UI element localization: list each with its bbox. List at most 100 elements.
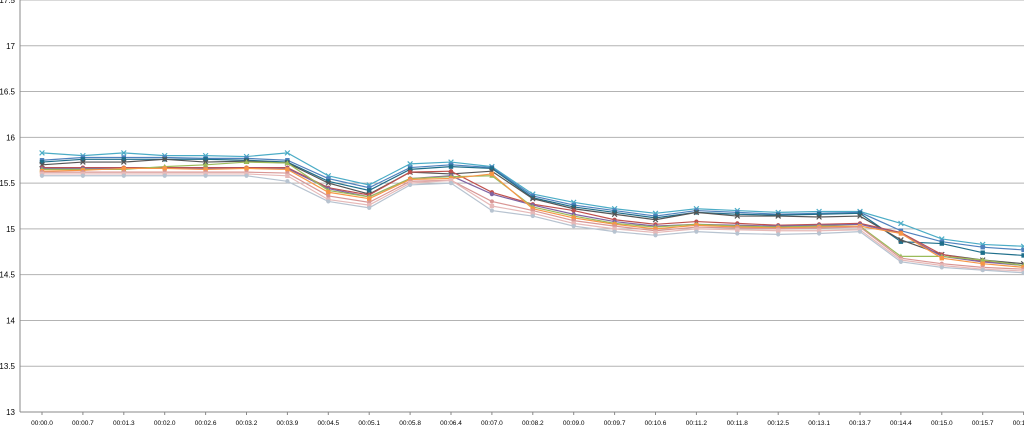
data-point <box>980 257 986 263</box>
data-point <box>448 169 454 174</box>
data-point <box>857 211 863 216</box>
data-point <box>120 150 127 156</box>
data-point <box>284 150 291 156</box>
x-tick-label: 00:15.7 <box>972 420 994 427</box>
x-tick-label: 00:05.8 <box>399 420 421 427</box>
data-point <box>162 173 167 178</box>
data-point <box>694 229 699 234</box>
data-point <box>735 212 740 217</box>
data-point <box>571 215 576 221</box>
data-point <box>898 237 904 243</box>
data-point <box>285 173 290 178</box>
x-tick-label: 00:06.4 <box>440 420 462 427</box>
data-point <box>489 199 494 204</box>
data-point <box>489 171 495 177</box>
y-tick-label: 13 <box>6 408 15 417</box>
data-point <box>448 178 454 183</box>
data-point <box>776 232 781 237</box>
x-tick-labels: 00:00.0 00:00.7 00:01.3 00:02.0 00:02.6 00:03… <box>31 420 1024 427</box>
data-point <box>326 176 331 181</box>
data-point <box>243 159 250 165</box>
y-tick-label: 17.5 <box>0 0 16 5</box>
x-tick-label: 00:00.7 <box>72 420 94 427</box>
data-point <box>367 185 372 190</box>
x-tick-label: 00:02.6 <box>195 420 217 427</box>
y-tick-label: 16.5 <box>0 88 16 97</box>
data-point <box>39 159 45 165</box>
data-point <box>203 162 209 167</box>
series-line <box>42 173 1024 272</box>
data-point <box>244 166 249 171</box>
data-point <box>448 164 454 169</box>
x-tick-label: 00:03.2 <box>236 420 258 427</box>
x-tick-label: 00:00.0 <box>31 420 53 427</box>
data-point <box>1021 270 1024 275</box>
data-point <box>408 170 413 175</box>
data-point <box>161 156 168 163</box>
data-point <box>530 211 535 216</box>
data-point <box>408 182 413 188</box>
data-point <box>367 196 372 201</box>
y-tick-label: 17 <box>6 42 15 51</box>
data-point <box>529 195 536 202</box>
data-point <box>980 267 985 273</box>
x-tick-label: 00:09.0 <box>563 420 585 427</box>
data-point <box>980 245 985 250</box>
data-point <box>326 190 331 195</box>
data-point <box>39 173 45 178</box>
data-point <box>326 193 331 199</box>
x-tick-label: 00:04.5 <box>317 420 339 427</box>
data-point <box>285 179 290 184</box>
data-point <box>407 167 413 172</box>
x-tick-label: 00:08.2 <box>522 420 544 427</box>
data-point <box>653 230 658 235</box>
data-point <box>121 173 126 178</box>
data-point <box>285 167 290 172</box>
data-point <box>203 173 208 178</box>
data-point <box>898 239 904 244</box>
data-point <box>653 233 658 238</box>
data-point <box>939 265 944 270</box>
data-point <box>612 210 617 215</box>
x-tick-label: 00:13.7 <box>849 420 871 427</box>
data-point <box>612 226 617 232</box>
x-tick-label: 00:03.9 <box>277 420 299 427</box>
gridlines <box>20 0 1024 413</box>
y-tick-label: 14.5 <box>0 271 16 280</box>
y-tick-labels: 13 13.5 14 14.5 15 15.5 16 16.5 17 17.5 <box>0 0 16 417</box>
x-tick-label: 00:02.0 <box>154 420 176 427</box>
data-point <box>325 180 332 186</box>
data-point <box>611 211 618 218</box>
data-point <box>203 167 208 172</box>
data-point <box>244 173 249 178</box>
data-point <box>571 221 576 226</box>
data-point <box>530 213 535 219</box>
x-tick-label: 00:10.6 <box>645 420 667 427</box>
data-point <box>734 213 741 219</box>
series-10 <box>39 171 1024 274</box>
x-tick-label: 00:15.0 <box>931 420 953 427</box>
data-point <box>612 229 617 234</box>
data-point <box>203 157 208 162</box>
data-point <box>775 213 782 219</box>
x-tick-label: 00:11.8 <box>727 420 749 427</box>
data-point <box>980 261 985 266</box>
x-tick-label: 00:11.2 <box>686 420 708 427</box>
data-point <box>367 188 372 193</box>
data-point <box>816 212 822 217</box>
data-point <box>326 199 331 204</box>
data-point <box>489 208 494 213</box>
x-tick-label: 00:07.0 <box>481 420 503 427</box>
data-point <box>735 227 740 233</box>
y-tick-label: 15.5 <box>0 179 16 188</box>
x-tick-label: 00:13.1 <box>808 420 830 427</box>
axes <box>19 0 1024 415</box>
y-tick-label: 14 <box>6 316 15 325</box>
data-point <box>571 204 576 210</box>
data-point <box>1021 247 1024 253</box>
data-point <box>776 228 781 233</box>
series-11 <box>39 173 1024 275</box>
data-point <box>816 228 822 233</box>
data-point <box>489 191 494 197</box>
